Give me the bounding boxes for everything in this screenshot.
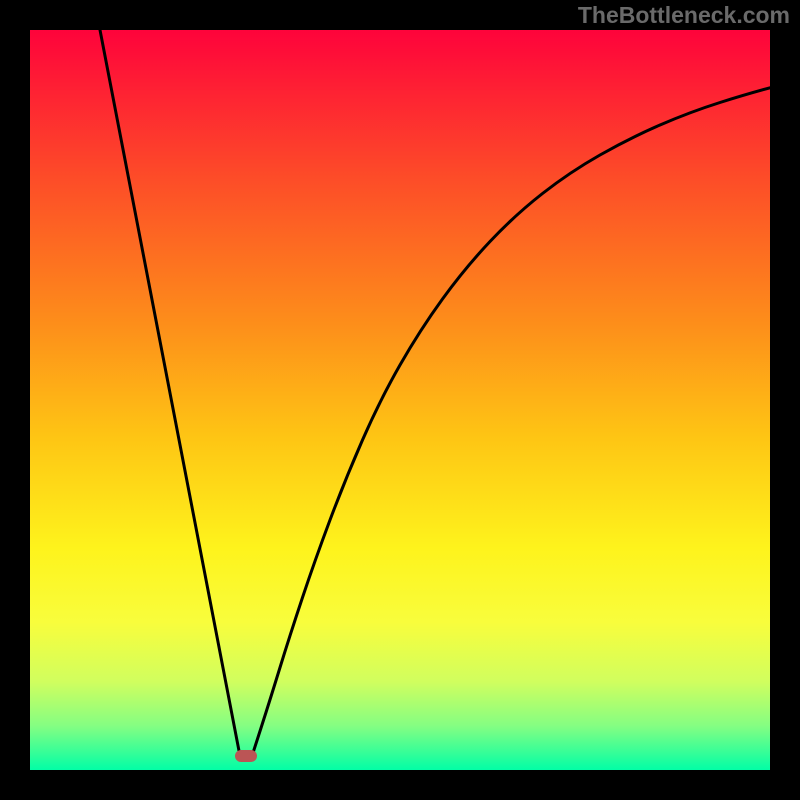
bottleneck-curve — [30, 30, 770, 770]
curve-path — [100, 30, 770, 756]
optimal-point-marker — [235, 750, 257, 762]
watermark-text: TheBottleneck.com — [578, 2, 790, 29]
